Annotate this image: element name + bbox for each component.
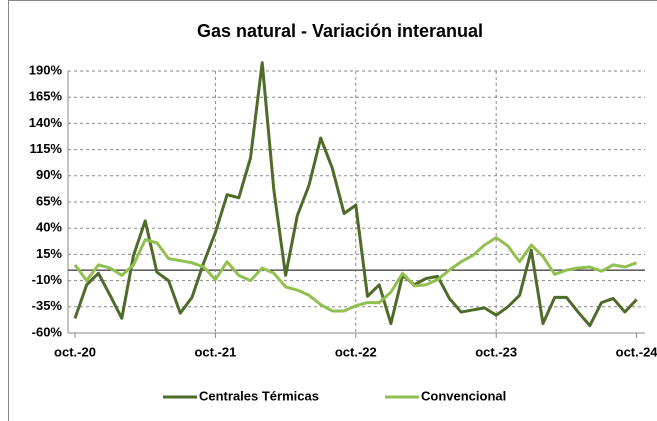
y-tick-label: -60%: [32, 324, 63, 339]
x-tick-label: oct.-23: [475, 344, 517, 359]
y-tick-label: 190%: [29, 62, 63, 77]
y-tick-label: -10%: [32, 272, 63, 287]
chart-border: [8, 0, 657, 421]
x-tick-label: oct.-24: [616, 344, 657, 359]
y-tick-label: -35%: [32, 298, 63, 313]
x-tick-label: oct.-22: [335, 344, 377, 359]
y-tick-label: 165%: [29, 89, 63, 104]
y-tick-label: 140%: [29, 115, 63, 130]
x-tick-label: oct.-21: [194, 344, 236, 359]
series-line: [73, 236, 638, 313]
y-tick-label: 90%: [36, 167, 62, 182]
legend-label: Centrales Térmicas: [199, 388, 319, 403]
y-tick-label: 115%: [29, 141, 62, 156]
chart-title: Gas natural - Variación interanual: [197, 21, 483, 41]
legend-label: Convencional: [421, 388, 506, 403]
y-tick-label: 40%: [36, 220, 62, 235]
series-line: [73, 61, 638, 328]
x-tick-label: oct.-20: [54, 344, 96, 359]
y-tick-label: 65%: [36, 193, 62, 208]
y-tick-label: 15%: [36, 246, 62, 261]
